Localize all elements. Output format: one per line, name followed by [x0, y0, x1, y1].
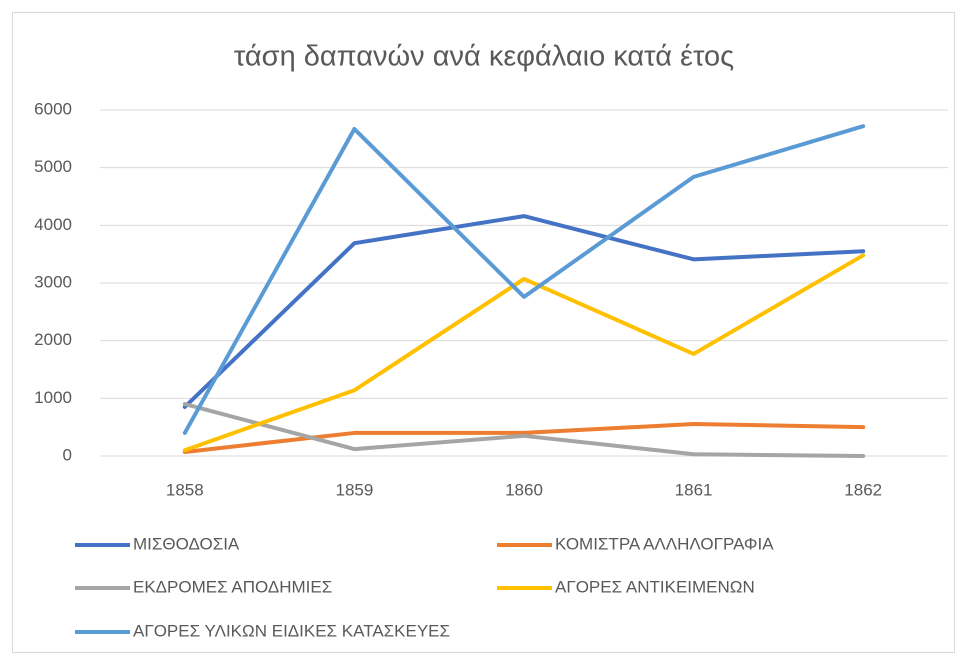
series-line — [182, 402, 866, 458]
y-tick-label: 2000 — [34, 330, 72, 349]
legend-label: ΑΓΟΡΕΣ ΥΛΙΚΩΝ ΕΙΔΙΚΕΣ ΚΑΤΑΣΚΕΥΕΣ — [133, 621, 450, 640]
x-tick-label: 1858 — [166, 480, 204, 499]
chart-border — [12, 12, 955, 653]
chart-title: τάση δαπανών ανά κεφάλαιο κατά έτος — [234, 41, 734, 73]
legend-label: ΜΙΣΘΟΔΟΣΙΑ — [133, 534, 240, 553]
x-tick-label: 1861 — [675, 480, 713, 499]
x-tick-label: 1862 — [844, 480, 882, 499]
series-line — [182, 214, 866, 409]
legend-label: ΑΓΟΡΕΣ ΑΝΤΙΚΕΙΜΕΝΩΝ — [555, 577, 755, 596]
x-tick-label: 1859 — [335, 480, 373, 499]
series-line — [182, 421, 866, 454]
y-tick-label: 3000 — [34, 272, 72, 291]
legend-label: ΚΟΜΙΣΤΡΑ ΑΛΛΗΛΟΓΡΑΦΙΑ — [555, 534, 774, 553]
y-tick-label: 6000 — [34, 99, 72, 118]
x-tick-label: 1860 — [505, 480, 543, 499]
legend-label: ΕΚΔΡΟΜΕΣ ΑΠΟΔΗΜΙΕΣ — [133, 577, 332, 596]
y-tick-label: 0 — [63, 445, 72, 464]
y-tick-label: 4000 — [34, 215, 72, 234]
y-tick-label: 1000 — [34, 388, 72, 407]
series-line — [182, 124, 866, 435]
y-tick-label: 5000 — [34, 157, 72, 176]
series-line — [182, 253, 866, 453]
